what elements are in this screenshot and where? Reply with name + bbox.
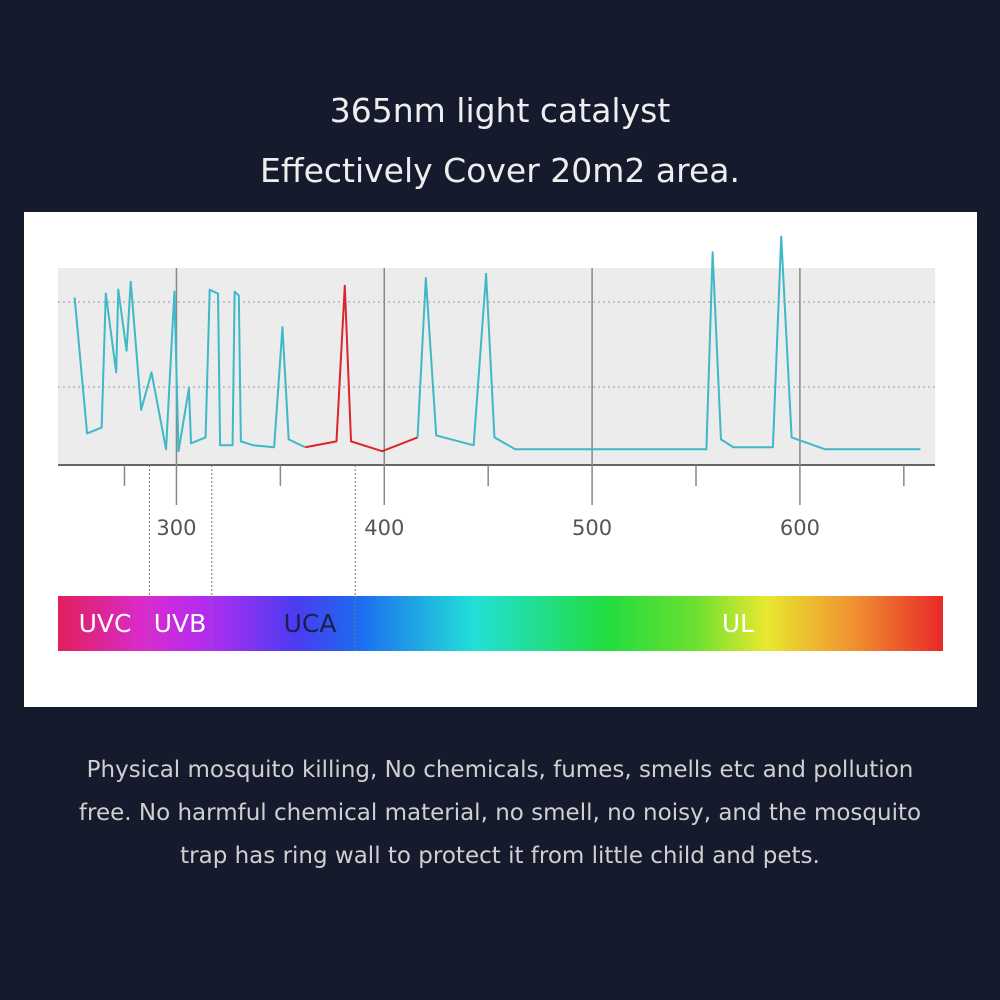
- x-tick-label: 300: [156, 516, 196, 540]
- x-tick-label: 600: [780, 516, 820, 540]
- spectrum-bar: [58, 596, 943, 651]
- title-line: Effectively Cover 20m2 area.: [260, 151, 740, 190]
- series-line: [73, 280, 306, 453]
- x-tick-label: 400: [364, 516, 404, 540]
- band-label: UVC: [79, 609, 132, 638]
- plot-area: [58, 268, 935, 465]
- caption-line: free. No harmful chemical material, no s…: [79, 800, 921, 826]
- caption-line: trap has ring wall to protect it from li…: [180, 843, 820, 869]
- band-label: UCA: [284, 609, 337, 638]
- band-label: UVB: [154, 609, 207, 638]
- caption-line: Physical mosquito killing, No chemicals,…: [87, 757, 914, 783]
- x-tick-label: 500: [572, 516, 612, 540]
- title-line: 365nm light catalyst: [330, 91, 671, 130]
- series-line: [305, 284, 418, 453]
- chart: 300 400 500 600 UVC UVB UCA UL: [73, 235, 921, 651]
- band-label: UL: [722, 609, 754, 638]
- series-line: [416, 235, 921, 451]
